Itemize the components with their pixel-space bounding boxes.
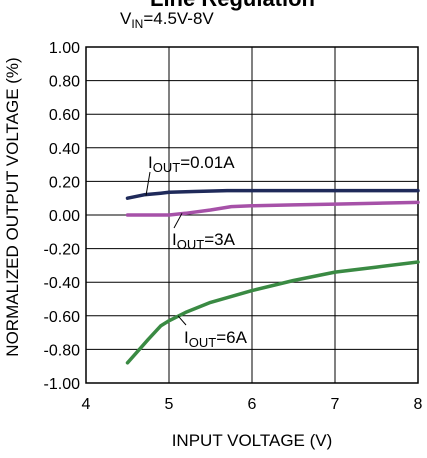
y-tick-6: -0.20 <box>44 242 81 259</box>
series-line-0 <box>125 188 420 200</box>
annotation-leader-2 <box>177 315 187 326</box>
chart-title: Line Regulation <box>150 0 315 11</box>
y-axis-label: NORMALIZED OUTPUT VOLTAGE (%) <box>3 57 22 356</box>
annotation-label-2: IOUT=6A <box>184 328 248 350</box>
annotation-leader-0 <box>145 171 151 196</box>
series-annotations: IOUT=0.01A IOUT=3A IOUT=6A <box>145 153 248 350</box>
annotation-leader-1 <box>173 213 183 229</box>
series-lines <box>125 188 420 365</box>
y-tick-1: 0.80 <box>49 74 80 91</box>
chart-subtitle: VIN=4.5V-8V <box>120 9 214 31</box>
y-tick-5: 0.00 <box>49 208 80 225</box>
y-tick-labels: 1.00 0.80 0.60 0.40 0.20 0.00 -0.20 -0.40 -0.60 -… <box>44 40 81 393</box>
plot-frame <box>85 46 419 384</box>
x-tick-labels: 4 5 6 7 8 <box>82 396 423 413</box>
series-line-1 <box>125 200 420 217</box>
x-tick-2: 6 <box>248 396 257 413</box>
annotation-label-1: IOUT=3A <box>172 230 236 252</box>
x-axis-label: INPUT VOLTAGE (V) <box>172 431 333 450</box>
y-tick-7: -0.40 <box>44 275 81 292</box>
y-tick-9: -0.80 <box>44 342 81 359</box>
x-tick-0: 4 <box>82 396 91 413</box>
x-tick-1: 5 <box>165 396 174 413</box>
y-tick-10: -1.00 <box>44 376 81 393</box>
y-tick-4: 0.20 <box>49 174 80 191</box>
series-line-2 <box>125 260 420 365</box>
subtitle-sub: IN <box>131 17 143 31</box>
annotation-label-0: IOUT=0.01A <box>148 153 235 175</box>
x-tick-3: 7 <box>331 396 340 413</box>
x-tick-4: 8 <box>414 396 423 413</box>
y-tick-0: 1.00 <box>49 40 80 57</box>
y-tick-2: 0.60 <box>49 107 80 124</box>
y-tick-3: 0.40 <box>49 141 80 158</box>
y-tick-8: -0.60 <box>44 309 81 326</box>
